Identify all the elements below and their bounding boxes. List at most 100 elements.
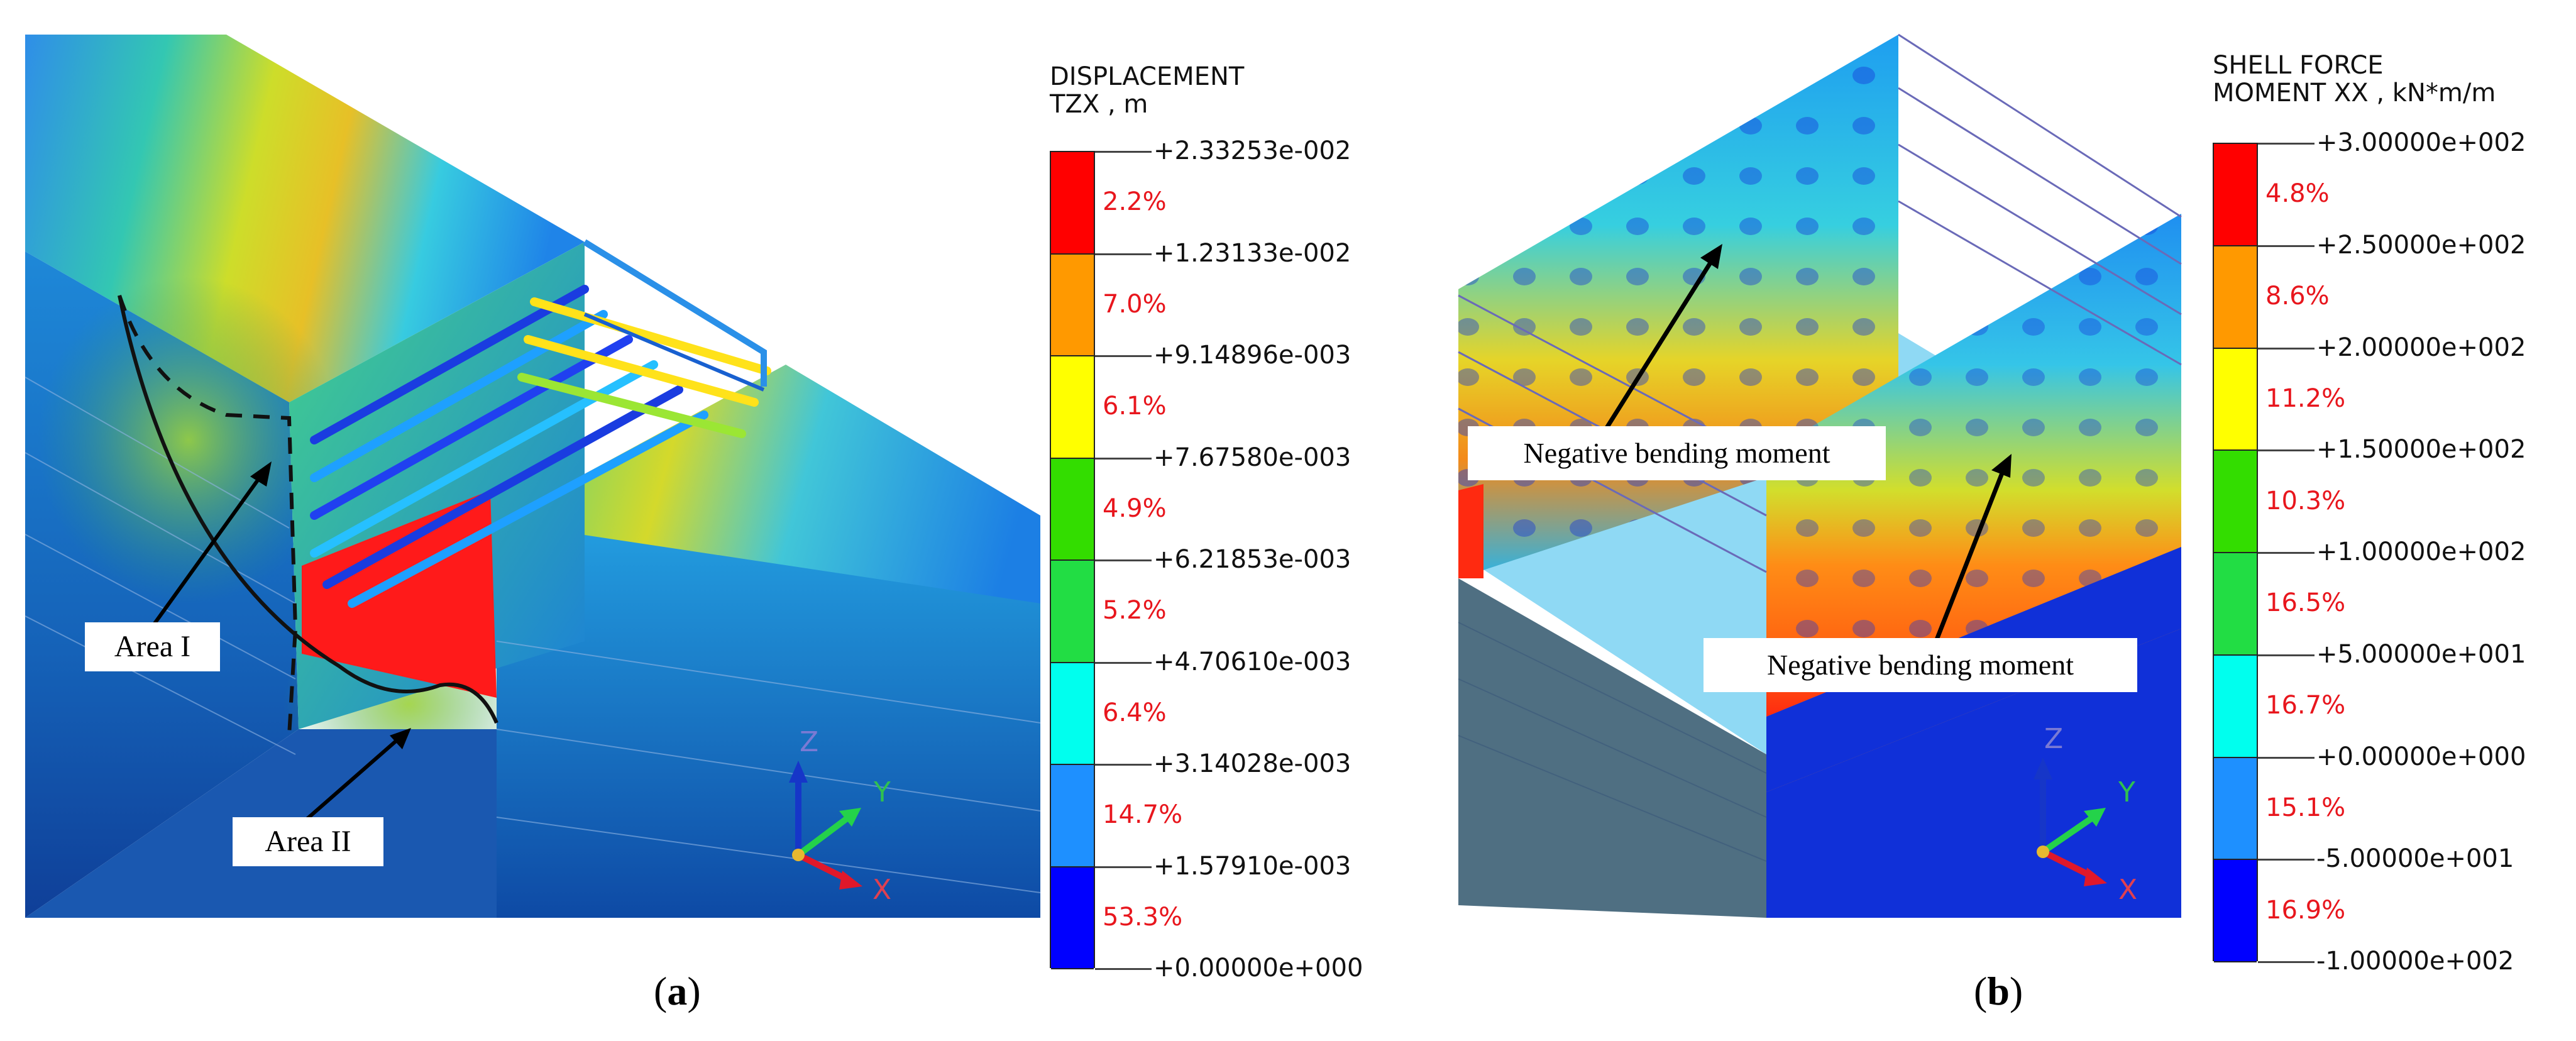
panel-b-caption: (b) [1974,968,2023,1015]
legend-tick-label: +6.21853e-003 [1153,545,1351,574]
legend-tick-mark [1095,253,1152,255]
area-ii-arrow [300,734,404,825]
axis-x-label: X [872,874,891,906]
legend-tick-label: +1.23133e-002 [1153,238,1351,268]
shell-force-legend: SHELL FORCE MOMENT XX , kN*m/m +3.00000e… [2213,51,2576,974]
legend-segment [1051,561,1094,663]
legend-percentage: 5.2% [1103,596,1167,625]
legend-segment [1051,765,1094,868]
legend-tick-mark [1095,764,1152,766]
legend-tick-mark [2258,859,2315,861]
legend-percentage: 4.8% [2265,179,2330,209]
legend-tick-mark [1095,661,1152,664]
legend-segment [2214,451,2257,553]
legend-tick-mark [2258,449,2315,452]
legend-tick-mark [1095,457,1152,460]
legend-b-title-line1: SHELL FORCE [2213,51,2384,80]
axis-triad-b: Z Y X [2034,723,2137,906]
legend-segment [1051,458,1094,561]
moment-callout-2: Negative bending moment [1704,638,2137,692]
legend-b-color-bar [2213,143,2258,962]
moment-callout-1: Negative bending moment [1468,426,1886,480]
area-ii-callout: Area II [233,817,383,866]
legend-tick-label: +5.00000e+001 [2316,639,2526,669]
stratum-lines-b [1458,622,1767,862]
panel-a-caption-close: ) [687,969,701,1013]
legend-tick-mark [2258,143,2315,145]
legend-tick-mark [2258,245,2315,247]
axis-z-label-b: Z [2044,723,2063,755]
legend-percentage: 16.9% [2265,895,2346,925]
legend-segment [1051,356,1094,459]
legend-b-title-line2: MOMENT XX , kN*m/m [2213,79,2496,107]
axis-z-label: Z [800,726,818,758]
axis-y-label: Y [873,776,891,808]
legend-percentage: 2.2% [1103,187,1167,217]
stratum-lines [25,377,1041,893]
legend-tick-label: +2.50000e+002 [2316,230,2526,260]
legend-percentage: 10.3% [2265,486,2346,515]
legend-segment [2214,860,2257,962]
legend-percentage: 16.5% [2265,588,2346,618]
legend-segment [1051,663,1094,765]
legend-tick-mark [2258,552,2315,554]
legend-percentage: 15.1% [2265,793,2346,822]
legend-tick-label: +4.70610e-003 [1153,647,1351,676]
legend-tick-label: +9.14896e-003 [1153,341,1351,370]
legend-tick-label: +3.14028e-003 [1153,749,1351,778]
legend-tick-mark [1095,355,1152,357]
legend-title-line2: TZX , m [1050,90,1148,119]
legend-tick-label: -5.00000e+001 [2316,844,2514,874]
legend-color-bar [1050,151,1095,969]
legend-tick-mark [1095,866,1152,868]
legend-tick-label: +1.50000e+002 [2316,435,2526,465]
legend-percentage: 16.7% [2265,691,2346,720]
panel-a-displacement-model: Z Y X [25,35,1041,918]
area-i-callout: Area I [85,622,220,671]
legend-percentage: 4.9% [1103,493,1167,523]
axis-x-label-b: X [2118,874,2137,906]
legend-tick-label: +2.00000e+002 [2316,333,2526,362]
legend-segment [2214,757,2257,861]
displacement-legend: DISPLACEMENT TZX , m +2.33253e-002 +1.231… [1050,62,1421,981]
panel-b-caption-close: ) [2009,969,2023,1013]
legend-tick-label: +0.00000e+000 [1153,954,1363,983]
legend-segment [2214,655,2257,758]
legend-tick-label: +2.33253e-002 [1153,136,1351,165]
legend-segment [2214,553,2257,656]
pit-struts [310,285,771,608]
legend-tick-mark [2258,756,2315,759]
legend-tick-mark [2258,347,2315,350]
legend-percentage: 8.6% [2265,282,2330,311]
legend-percentage: 11.2% [2265,383,2346,413]
panel-b-caption-letter: b [1987,969,2010,1013]
panel-a-caption: (a) [654,968,701,1015]
legend-segment [1051,152,1094,255]
legend-segment [1051,867,1094,969]
legend-tick-mark [2258,654,2315,656]
legend-segment [2214,144,2257,246]
moment-arrow-1 [1601,256,1715,435]
legend-percentage: 14.7% [1103,800,1183,830]
legend-percentage: 7.0% [1103,289,1167,319]
legend-title-line1: DISPLACEMENT [1050,62,1245,91]
moment-arrow-2 [1934,467,2006,642]
legend-segment [2214,348,2257,451]
legend-tick-mark [1095,559,1152,561]
legend-tick-label: +7.67580e-003 [1153,443,1351,472]
panel-a-caption-open: ( [654,969,668,1013]
legend-tick-mark [2258,961,2315,963]
area-i-arrow [149,470,266,630]
panel-b-caption-open: ( [1974,969,1988,1013]
axis-y-label-b: Y [2118,776,2135,808]
legend-tick-label: -1.00000e+002 [2316,947,2514,976]
legend-percentage: 6.4% [1103,698,1167,727]
legend-tick-mark [1095,151,1152,153]
legend-percentage: 6.1% [1103,392,1167,421]
legend-tick-label: +3.00000e+002 [2316,128,2526,157]
legend-tick-label: +1.57910e-003 [1153,851,1351,881]
panel-a-caption-letter: a [667,969,688,1013]
legend-segment [2214,246,2257,349]
legend-percentage: 53.3% [1103,902,1183,932]
legend-tick-mark [1095,968,1152,970]
